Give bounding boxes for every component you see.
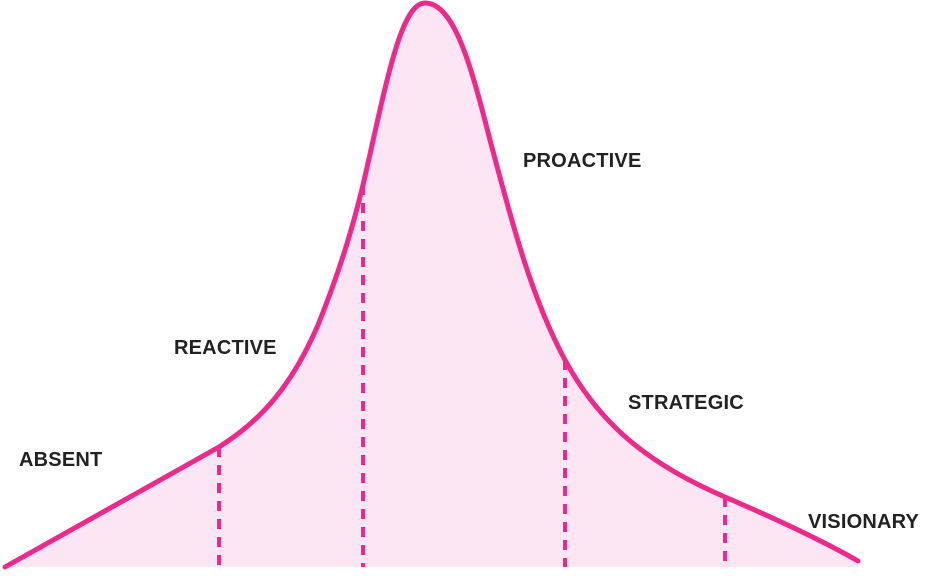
stage-label-absent: ABSENT [19, 449, 103, 471]
stage-label-strategic: STRATEGIC [628, 392, 744, 414]
bell-curve-line [2, 0, 861, 570]
curve-area-fill [5, 3, 858, 567]
stage-label-visionary: VISIONARY [808, 511, 920, 533]
stage-label-reactive: REACTIVE [174, 337, 277, 359]
stage-label-proactive: PROACTIVE [523, 150, 642, 172]
